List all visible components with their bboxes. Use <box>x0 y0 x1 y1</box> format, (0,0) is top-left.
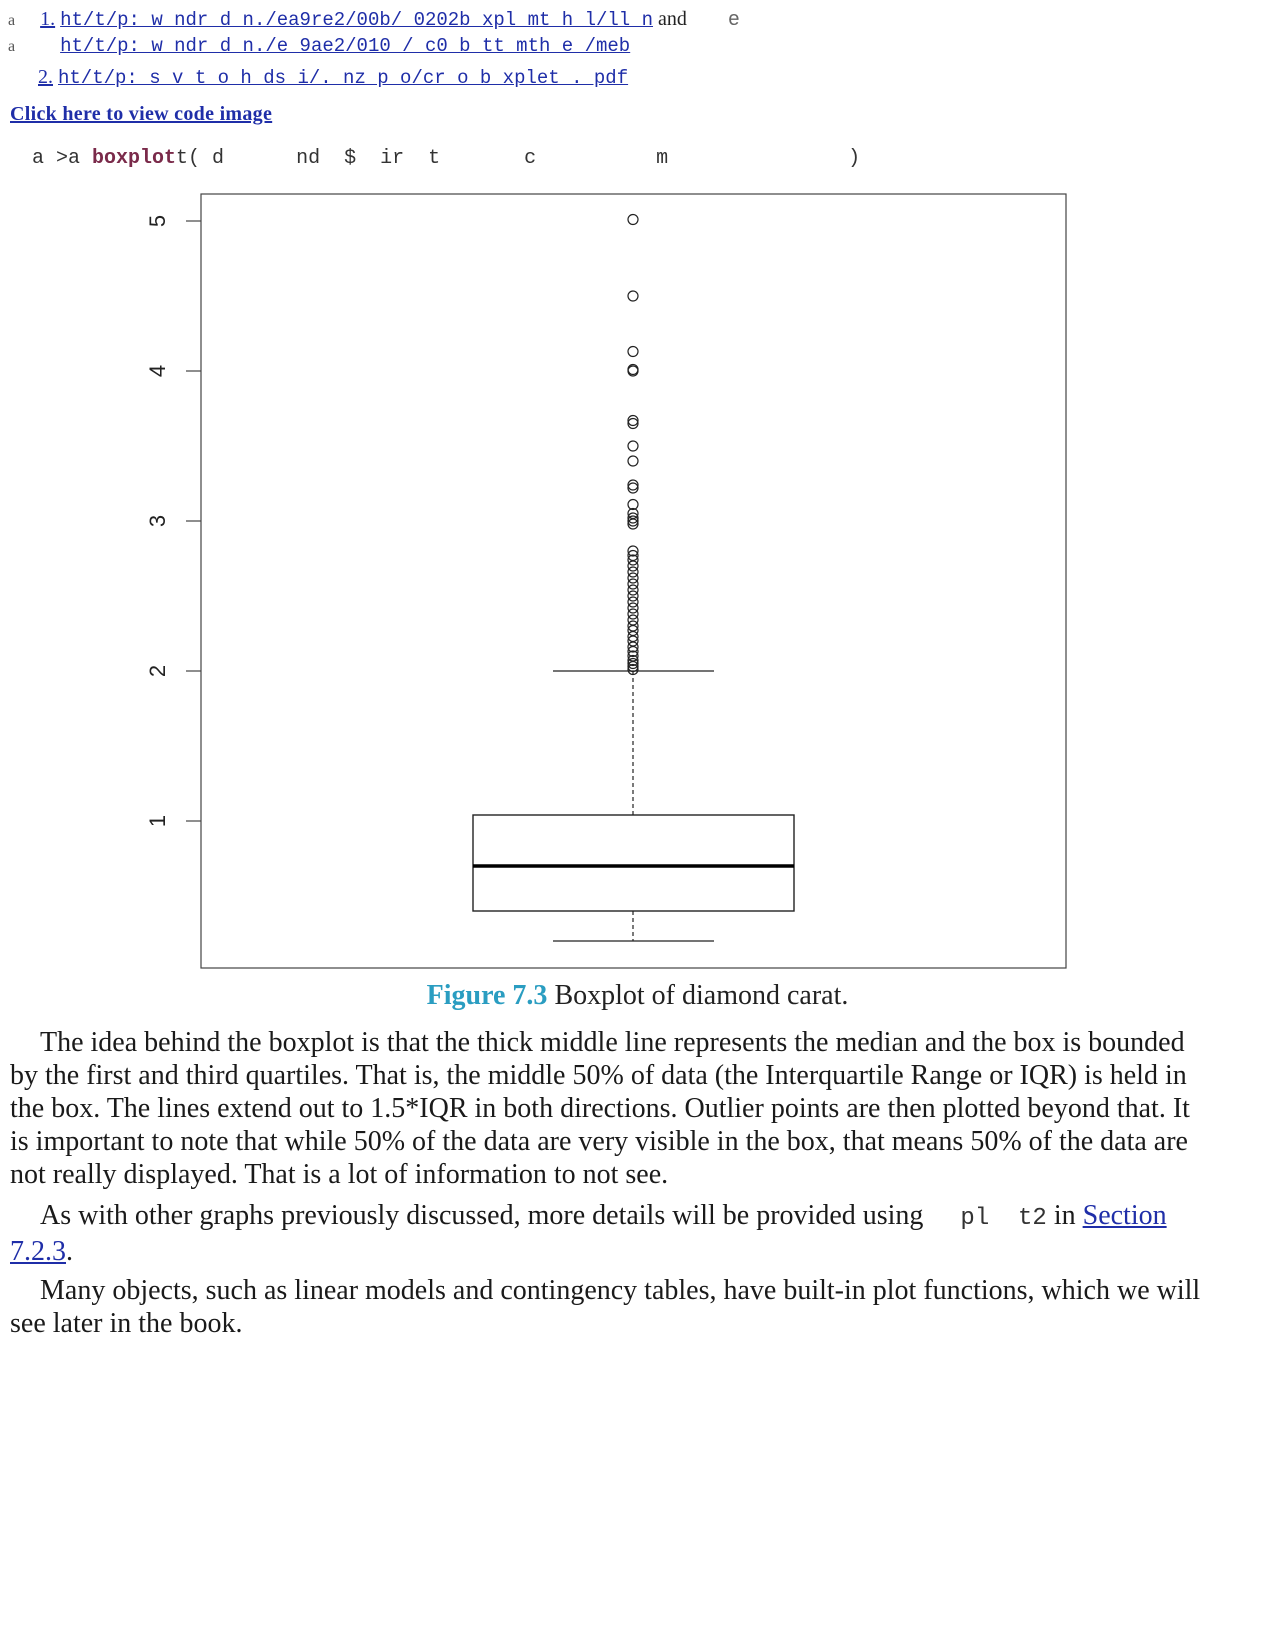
outlier-point <box>627 345 639 358</box>
code-args: t( d nd $ ir t c m ) <box>176 147 861 170</box>
outlier-point <box>627 560 639 572</box>
footnote-link-2[interactable]: ht/t/p: s v t o h ds i/. nz p o/cr o b x… <box>58 67 629 89</box>
outlier-point <box>627 566 639 578</box>
inline-code: pl t2 <box>960 1205 1047 1232</box>
figure-label: Figure 7.3 <box>426 980 548 1011</box>
outlier-point <box>627 602 639 614</box>
outlier-point <box>627 498 639 511</box>
y-tick-label: 3 <box>145 515 170 527</box>
y-tick-label: 4 <box>145 365 170 377</box>
outlier-point <box>627 479 639 491</box>
outlier-point <box>627 578 639 590</box>
paragraph-builtin-plots: Many objects, such as linear models and … <box>10 1275 1201 1339</box>
outlier-point <box>627 554 639 566</box>
y-axis: 1 2 3 4 5 <box>145 215 201 827</box>
code-function: boxplot <box>92 147 177 170</box>
code-prompt: a >a <box>32 147 81 170</box>
outlier-point <box>627 440 639 452</box>
paragraph-ggplot-reference: As with other graphs previously discusse… <box>10 1199 1210 1268</box>
outlier-point <box>627 654 639 667</box>
outlier-point <box>627 584 639 596</box>
outlier-point <box>627 482 639 494</box>
outlier-point <box>627 213 639 226</box>
footnote-trailing-end: e <box>727 9 740 32</box>
figure-caption-text: Boxplot of diamond carat. <box>554 980 849 1011</box>
footnote-link-1[interactable]: ht/t/p: w ndr d n./ea9re2/00b/ 0202b xpl… <box>60 9 654 31</box>
outlier-point <box>627 507 639 520</box>
footnote-link-1b[interactable]: ht/t/p: w ndr d n./e 9ae2/010 / c0 b tt … <box>60 35 631 57</box>
outlier-point <box>627 650 639 662</box>
paragraph-boxplot-explanation: The idea behind the boxplot is that the … <box>10 1027 1190 1190</box>
outlier-point <box>627 657 639 670</box>
footnote-trailing-text: and <box>658 8 687 30</box>
view-code-image-link[interactable]: Click here to view code image <box>10 103 273 125</box>
paragraph-text: As with other graphs previously discusse… <box>40 1200 924 1231</box>
outlier-point <box>627 620 639 632</box>
code-line: a >a boxplott( d nd $ ir t c m ) <box>32 147 860 170</box>
outlier-point <box>627 363 639 376</box>
y-tick-label: 1 <box>145 815 170 827</box>
outlier-point <box>627 512 639 524</box>
outlier-point <box>627 549 639 562</box>
outlier-point <box>627 608 639 620</box>
paragraph-text: in <box>1053 1200 1076 1231</box>
footnote-number[interactable]: 2. <box>38 66 53 88</box>
footnote-number[interactable]: 1. <box>40 8 56 30</box>
outlier-point <box>627 572 639 584</box>
plot-frame <box>200 193 1067 969</box>
outlier-point <box>627 455 639 467</box>
footnote-1: a 1. ht/t/p: w ndr d n./ea9re2/00b/ 0202… <box>8 8 740 32</box>
outlier-point <box>627 290 639 302</box>
y-tick-label: 2 <box>145 665 170 677</box>
footnote-marker: a <box>8 12 16 29</box>
boxplot-chart: 1 2 3 4 5 <box>145 193 1067 969</box>
outlier-point <box>627 545 639 557</box>
footnote-1-continued: a ht/t/p: w ndr d n./e 9ae2/010 / c0 b t… <box>8 34 630 57</box>
outlier-point <box>627 590 639 602</box>
outlier-point <box>627 417 639 430</box>
figure-caption: Figure 7.3 Boxplot of diamond carat. <box>0 980 1275 1012</box>
outlier-point <box>627 596 639 608</box>
box-group <box>472 670 795 942</box>
paragraph-text: . <box>66 1236 73 1267</box>
outlier-group <box>627 213 639 676</box>
iqr-box <box>472 814 795 912</box>
y-tick-label: 5 <box>145 215 170 227</box>
footnote-marker: a <box>8 38 16 55</box>
outlier-point <box>627 614 639 626</box>
outlier-point <box>627 515 639 527</box>
section-link[interactable]: Section 7.2.3 <box>10 1200 1167 1267</box>
outlier-point <box>627 414 639 427</box>
footnote-2: 2. ht/t/p: s v t o h ds i/. nz p o/cr o … <box>38 66 628 89</box>
outlier-point <box>627 663 639 676</box>
